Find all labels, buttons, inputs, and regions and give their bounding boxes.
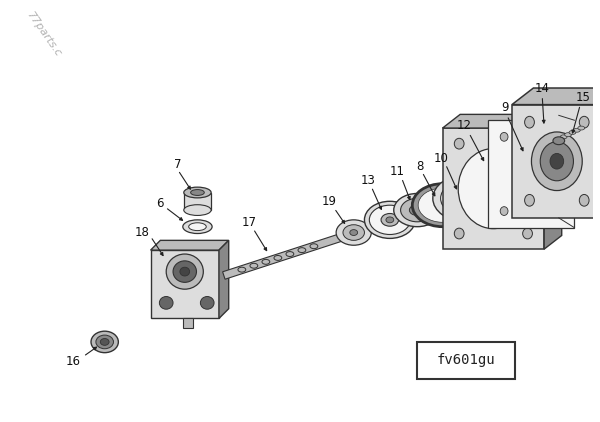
- Ellipse shape: [524, 195, 535, 206]
- Ellipse shape: [96, 335, 113, 349]
- Text: fv601gu: fv601gu: [437, 354, 496, 368]
- Ellipse shape: [381, 214, 398, 226]
- Ellipse shape: [553, 137, 565, 145]
- Text: 14: 14: [535, 81, 550, 95]
- Text: 77parts.c: 77parts.c: [25, 10, 63, 59]
- Ellipse shape: [183, 220, 212, 233]
- Bar: [417, 342, 515, 379]
- Ellipse shape: [580, 195, 589, 206]
- Ellipse shape: [160, 297, 173, 309]
- Ellipse shape: [454, 228, 464, 239]
- Text: 17: 17: [242, 216, 257, 229]
- Text: 6: 6: [157, 197, 164, 210]
- Polygon shape: [183, 319, 193, 328]
- Polygon shape: [512, 105, 600, 218]
- Ellipse shape: [370, 205, 410, 235]
- Text: 11: 11: [390, 165, 405, 179]
- Ellipse shape: [574, 128, 580, 132]
- Ellipse shape: [565, 133, 571, 137]
- Ellipse shape: [409, 205, 425, 216]
- Ellipse shape: [500, 133, 508, 141]
- Polygon shape: [223, 233, 345, 279]
- Ellipse shape: [180, 267, 190, 276]
- Ellipse shape: [524, 116, 535, 128]
- Text: 7: 7: [174, 158, 182, 170]
- Ellipse shape: [401, 198, 434, 222]
- Text: 18: 18: [134, 226, 149, 239]
- Text: 12: 12: [457, 119, 472, 132]
- Polygon shape: [219, 241, 229, 319]
- Text: 9: 9: [502, 101, 509, 114]
- Ellipse shape: [414, 208, 420, 212]
- Ellipse shape: [173, 261, 196, 282]
- Ellipse shape: [457, 192, 475, 205]
- Ellipse shape: [500, 207, 508, 216]
- Bar: [184, 192, 211, 210]
- Polygon shape: [488, 120, 574, 227]
- Ellipse shape: [412, 184, 473, 227]
- Ellipse shape: [569, 130, 576, 134]
- Ellipse shape: [350, 230, 358, 235]
- Ellipse shape: [200, 297, 214, 309]
- Polygon shape: [151, 241, 229, 250]
- Ellipse shape: [540, 142, 574, 181]
- Text: 13: 13: [361, 174, 376, 187]
- Ellipse shape: [580, 116, 589, 128]
- Text: 19: 19: [322, 195, 337, 208]
- Ellipse shape: [166, 254, 203, 289]
- Ellipse shape: [523, 138, 532, 149]
- Ellipse shape: [440, 180, 491, 216]
- Polygon shape: [544, 114, 562, 249]
- Ellipse shape: [578, 126, 584, 130]
- Ellipse shape: [188, 223, 206, 230]
- Ellipse shape: [560, 135, 567, 139]
- Ellipse shape: [550, 154, 563, 169]
- Ellipse shape: [343, 231, 352, 238]
- Ellipse shape: [386, 217, 394, 223]
- Ellipse shape: [184, 187, 211, 198]
- Ellipse shape: [394, 193, 440, 227]
- Text: 8: 8: [416, 160, 424, 173]
- Ellipse shape: [184, 205, 211, 216]
- Text: 10: 10: [433, 152, 448, 165]
- Ellipse shape: [555, 133, 563, 141]
- Text: 16: 16: [66, 355, 81, 368]
- Polygon shape: [151, 250, 219, 319]
- Ellipse shape: [343, 225, 364, 241]
- Polygon shape: [443, 128, 544, 249]
- Polygon shape: [443, 114, 562, 128]
- Ellipse shape: [532, 132, 582, 191]
- Ellipse shape: [336, 220, 371, 245]
- Ellipse shape: [364, 201, 415, 238]
- Ellipse shape: [523, 228, 532, 239]
- Ellipse shape: [100, 338, 109, 345]
- Ellipse shape: [418, 188, 467, 222]
- Ellipse shape: [433, 175, 499, 222]
- Ellipse shape: [555, 207, 563, 216]
- Ellipse shape: [91, 331, 118, 353]
- Ellipse shape: [191, 189, 204, 195]
- Polygon shape: [512, 88, 600, 105]
- Text: 15: 15: [576, 91, 590, 104]
- Ellipse shape: [454, 138, 464, 149]
- Ellipse shape: [458, 149, 529, 229]
